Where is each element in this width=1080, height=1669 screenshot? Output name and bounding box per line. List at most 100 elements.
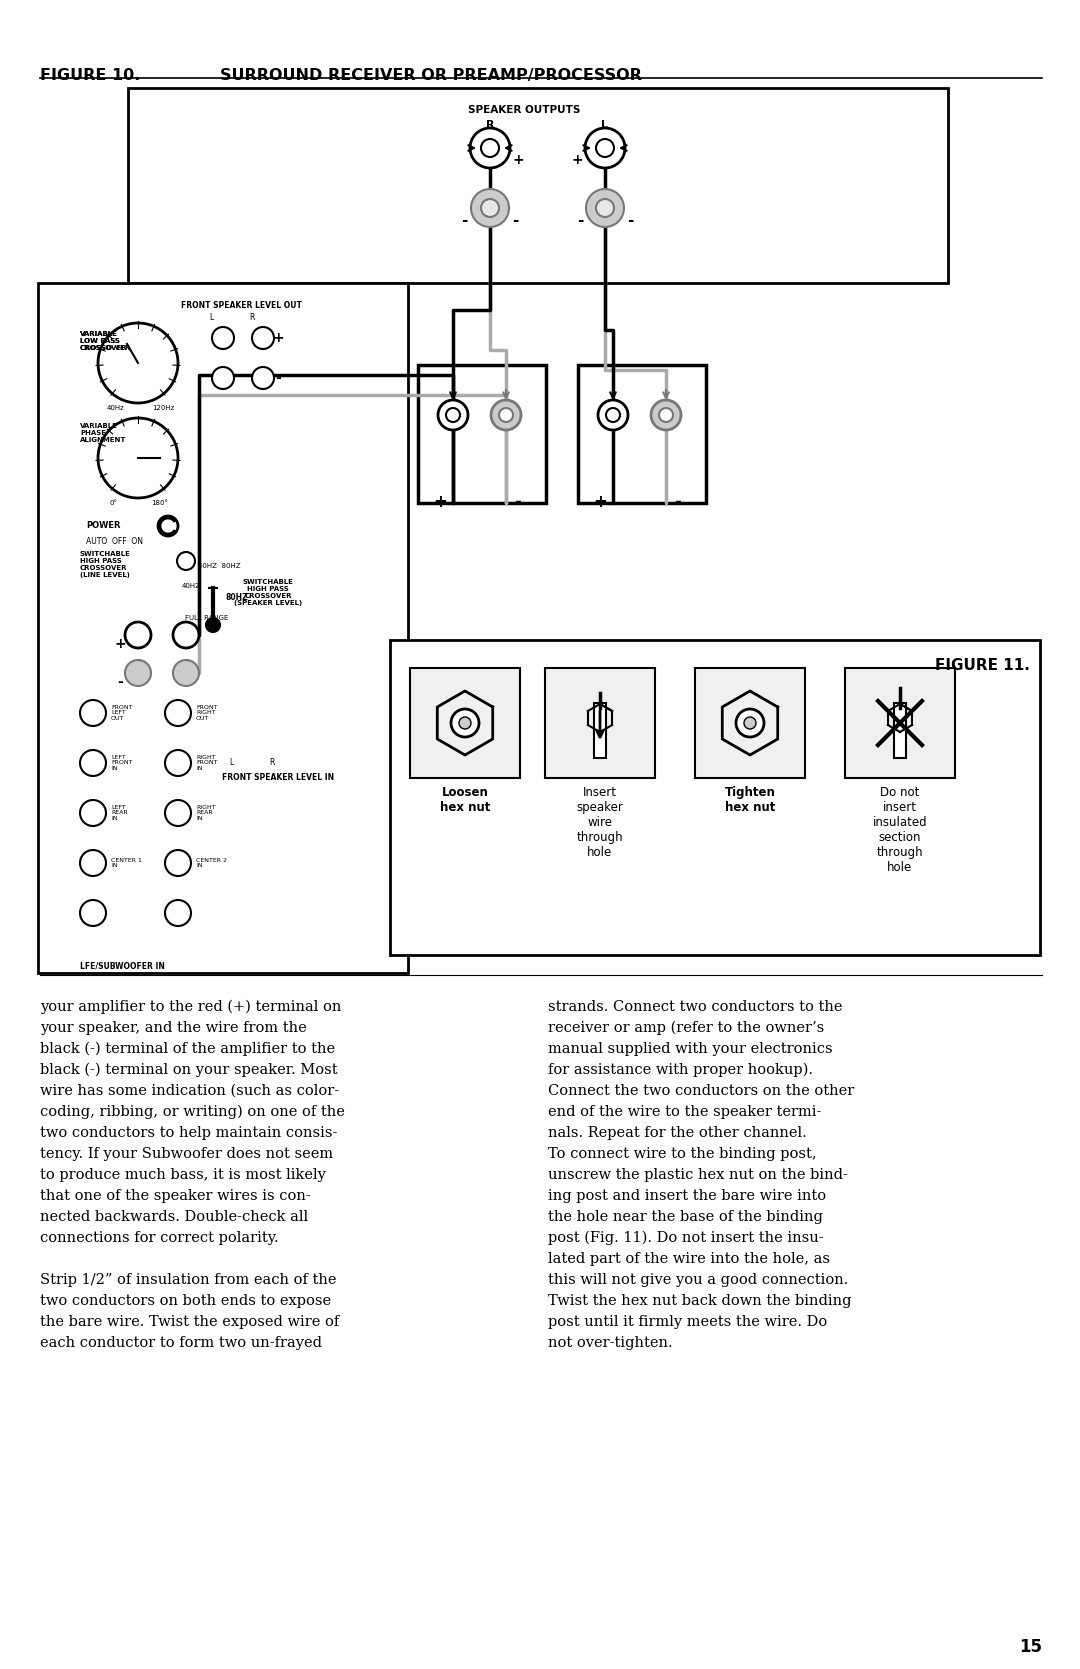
Text: R: R: [486, 120, 495, 130]
Text: R: R: [269, 758, 274, 768]
Text: L: L: [229, 758, 233, 768]
Text: L: L: [602, 120, 608, 130]
Text: CENTER 1
IN: CENTER 1 IN: [111, 858, 141, 868]
Text: not over-tighten.: not over-tighten.: [548, 1335, 673, 1350]
Text: post (Fig. 11). Do not insert the insu-: post (Fig. 11). Do not insert the insu-: [548, 1232, 824, 1245]
Circle shape: [165, 749, 191, 776]
Text: this will not give you a good connection.: this will not give you a good connection…: [548, 1273, 849, 1287]
Text: black (-) terminal on your speaker. Most: black (-) terminal on your speaker. Most: [40, 1063, 338, 1078]
Text: LEFT
FRONT
IN: LEFT FRONT IN: [111, 754, 133, 771]
Text: +: +: [571, 154, 583, 167]
Text: 15: 15: [1020, 1637, 1042, 1656]
Text: the hole near the base of the binding: the hole near the base of the binding: [548, 1210, 823, 1223]
Text: +: +: [272, 330, 284, 345]
Circle shape: [596, 199, 615, 217]
Circle shape: [80, 749, 106, 776]
Text: 0°: 0°: [109, 501, 117, 506]
Text: -: -: [577, 214, 583, 229]
Circle shape: [212, 367, 234, 389]
Text: receiver or amp (refer to the owner’s: receiver or amp (refer to the owner’s: [548, 1021, 824, 1035]
Bar: [845, 668, 955, 778]
Text: FIGURE 11.: FIGURE 11.: [935, 658, 1030, 673]
Text: 40HZ: 40HZ: [181, 582, 201, 589]
Text: post until it firmly meets the wire. Do: post until it firmly meets the wire. Do: [548, 1315, 827, 1329]
Circle shape: [438, 401, 468, 431]
Text: To connect wire to the binding post,: To connect wire to the binding post,: [548, 1147, 816, 1162]
Text: two conductors to help maintain consis-: two conductors to help maintain consis-: [40, 1127, 337, 1140]
Circle shape: [586, 189, 624, 227]
Text: lated part of the wire into the hole, as: lated part of the wire into the hole, as: [548, 1252, 831, 1267]
Text: Do not
insert
insulated
section
through
hole: Do not insert insulated section through …: [873, 786, 928, 875]
Text: manual supplied with your electronics: manual supplied with your electronics: [548, 1041, 833, 1056]
Bar: [418, 366, 546, 502]
Text: 80HZ: 80HZ: [225, 592, 247, 603]
Text: 180°: 180°: [151, 501, 168, 506]
Text: 40HZ  80HZ: 40HZ 80HZ: [198, 562, 241, 569]
Circle shape: [446, 407, 460, 422]
Text: -: -: [512, 214, 518, 229]
Text: -: -: [675, 492, 681, 511]
Circle shape: [125, 659, 151, 686]
Text: +: +: [512, 154, 524, 167]
Text: Twist the hex nut back down the binding: Twist the hex nut back down the binding: [548, 1293, 851, 1308]
Text: VARIABLE
LOW PASS
CROSSOVER: VARIABLE LOW PASS CROSSOVER: [80, 330, 127, 350]
Circle shape: [80, 799, 106, 826]
Text: your speaker, and the wire from the: your speaker, and the wire from the: [40, 1021, 307, 1035]
Bar: [410, 668, 519, 778]
Circle shape: [165, 900, 191, 926]
Text: two conductors on both ends to expose: two conductors on both ends to expose: [40, 1293, 332, 1308]
Text: -: -: [461, 214, 468, 229]
Circle shape: [598, 401, 627, 431]
Bar: [594, 703, 606, 758]
Bar: [545, 668, 654, 778]
Circle shape: [212, 327, 234, 349]
Text: 120Hz: 120Hz: [152, 406, 174, 411]
Text: connections for correct polarity.: connections for correct polarity.: [40, 1232, 279, 1245]
Text: CENTER 2
IN: CENTER 2 IN: [195, 858, 227, 868]
Text: Tighten
hex nut: Tighten hex nut: [725, 786, 775, 814]
Text: L: L: [210, 314, 214, 322]
Circle shape: [606, 407, 620, 422]
Text: R: R: [248, 314, 254, 322]
Text: Strip 1/2” of insulation from each of the: Strip 1/2” of insulation from each of th…: [40, 1273, 337, 1287]
Text: the bare wire. Twist the exposed wire of: the bare wire. Twist the exposed wire of: [40, 1315, 339, 1329]
Text: SWITCHABLE
HIGH PASS
CROSSOVER
(SPEAKER LEVEL): SWITCHABLE HIGH PASS CROSSOVER (SPEAKER …: [234, 579, 302, 606]
Text: your amplifier to the red (+) terminal on: your amplifier to the red (+) terminal o…: [40, 1000, 341, 1015]
Circle shape: [735, 709, 764, 738]
Text: FRONT
RIGHT
OUT: FRONT RIGHT OUT: [195, 704, 217, 721]
Text: Connect the two conductors on the other: Connect the two conductors on the other: [548, 1083, 854, 1098]
Circle shape: [651, 401, 681, 431]
Text: -: -: [514, 492, 522, 511]
Text: +: +: [593, 492, 607, 511]
Circle shape: [596, 139, 615, 157]
Bar: [578, 366, 706, 502]
Text: ing post and insert the bare wire into: ing post and insert the bare wire into: [548, 1188, 826, 1203]
Text: FRONT SPEAKER LEVEL OUT: FRONT SPEAKER LEVEL OUT: [181, 300, 302, 310]
Text: SURROUND RECEIVER OR PREAMP/PROCESSOR: SURROUND RECEIVER OR PREAMP/PROCESSOR: [220, 68, 642, 83]
Circle shape: [481, 199, 499, 217]
Text: that one of the speaker wires is con-: that one of the speaker wires is con-: [40, 1188, 311, 1203]
Bar: [390, 639, 1040, 955]
Bar: [894, 703, 906, 758]
Text: SPEAKER OUTPUTS: SPEAKER OUTPUTS: [468, 105, 580, 115]
Text: SWITCHABLE
HIGH PASS
CROSSOVER
(LINE LEVEL): SWITCHABLE HIGH PASS CROSSOVER (LINE LEV…: [80, 551, 131, 577]
Text: +: +: [114, 638, 125, 651]
Text: LEFT
REAR
IN: LEFT REAR IN: [111, 804, 127, 821]
Circle shape: [80, 850, 106, 876]
Text: nals. Repeat for the other channel.: nals. Repeat for the other channel.: [548, 1127, 807, 1140]
Text: for assistance with proper hookup).: for assistance with proper hookup).: [548, 1063, 813, 1078]
Text: black (-) terminal of the amplifier to the: black (-) terminal of the amplifier to t…: [40, 1041, 335, 1056]
Bar: [129, 88, 948, 284]
Text: 40Hz: 40Hz: [107, 406, 125, 411]
Circle shape: [451, 709, 480, 738]
Circle shape: [491, 401, 521, 431]
Text: RIGHT
REAR
IN: RIGHT REAR IN: [195, 804, 216, 821]
Text: strands. Connect two conductors to the: strands. Connect two conductors to the: [548, 1000, 842, 1015]
Text: to produce much bass, it is most likely: to produce much bass, it is most likely: [40, 1168, 326, 1182]
Bar: [38, 284, 408, 973]
Text: -: -: [275, 371, 281, 386]
Circle shape: [98, 324, 178, 402]
Text: POWER: POWER: [86, 521, 121, 531]
Circle shape: [499, 407, 513, 422]
Circle shape: [158, 516, 178, 536]
